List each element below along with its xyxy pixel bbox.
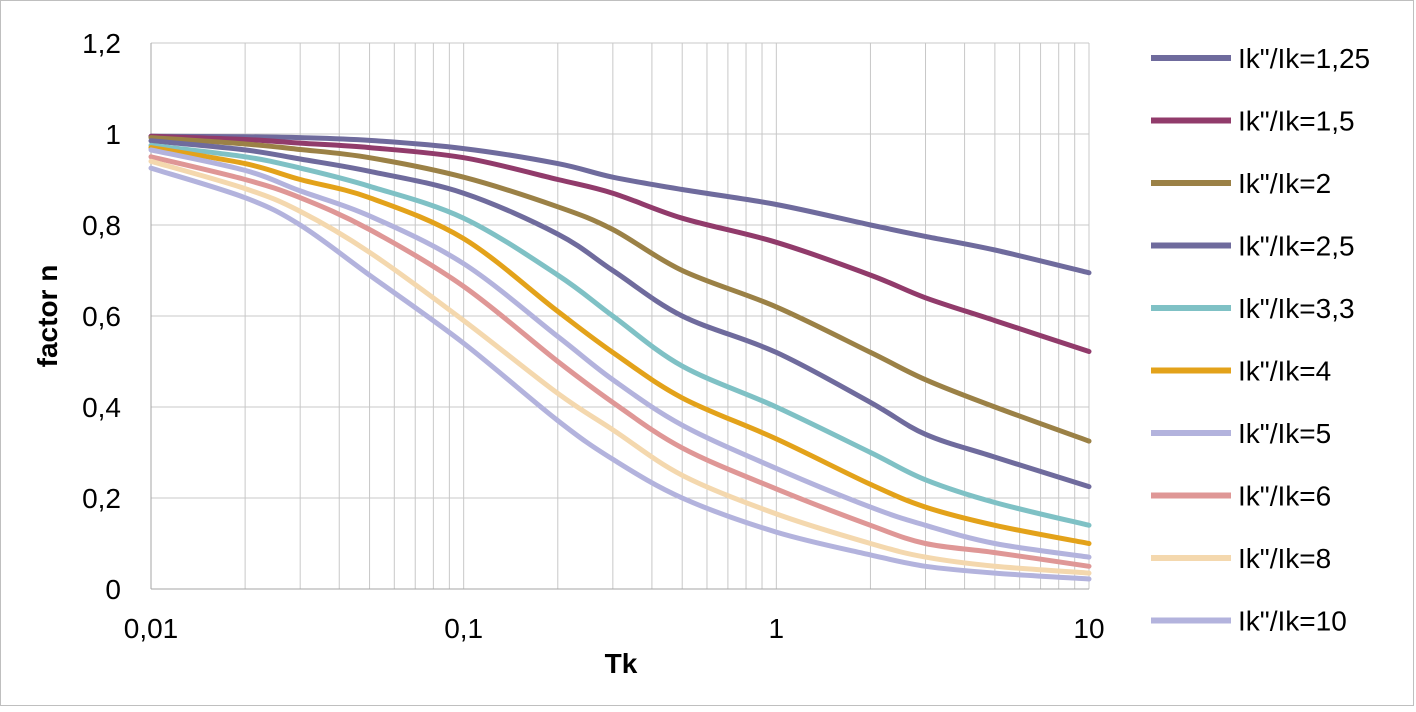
legend-label-9: Ik"/Ik=8 (1238, 543, 1331, 574)
y-tick-label: 0,8 (82, 210, 121, 241)
x-tick-label: 0,01 (124, 613, 179, 644)
y-tick-label: 0 (105, 574, 121, 605)
legend-label-1: Ik"/Ik=1,25 (1238, 43, 1370, 74)
y-axis-title: factor n (32, 265, 63, 368)
y-tick-label: 1,2 (82, 28, 121, 59)
series-line-8 (148, 154, 1092, 569)
series-line-9 (148, 158, 1092, 576)
x-tick-label: 10 (1073, 613, 1104, 644)
series-line-10 (148, 165, 1092, 582)
x-axis-title: Tk (605, 648, 638, 679)
legend: Ik"/Ik=1,25 Ik"/Ik=1,5 Ik"/Ik=2 Ik"/Ik=2,5 I… (1151, 43, 1370, 637)
legend-label-6: Ik"/Ik=4 (1238, 356, 1331, 387)
x-tick-label: 0,1 (444, 613, 483, 644)
y-tick-label: 1 (105, 119, 121, 150)
y-tick-label: 0,4 (82, 392, 121, 423)
series-line-1 (148, 133, 1092, 276)
legend-label-10: Ik"/Ik=10 (1238, 606, 1347, 637)
x-axis-ticks: 0,01 0,1 1 10 (124, 613, 1105, 644)
series-line-7 (148, 147, 1092, 560)
series-lines (148, 133, 1092, 582)
series-line-6 (148, 145, 1092, 546)
series-line-2 (148, 133, 1092, 354)
legend-label-5: Ik"/Ik=3,3 (1238, 293, 1355, 324)
legend-label-2: Ik"/Ik=1,5 (1238, 106, 1355, 137)
series-line-5 (148, 142, 1092, 528)
legend-label-4: Ik"/Ik=2,5 (1238, 231, 1355, 262)
y-tick-label: 0,6 (82, 301, 121, 332)
y-axis-ticks: 0 0,2 0,4 0,6 0,8 1 1,2 (82, 28, 121, 605)
series-line-4 (148, 138, 1092, 490)
series-line-3 (148, 135, 1092, 444)
grid-lines (150, 42, 1090, 590)
y-tick-label: 0,2 (82, 483, 121, 514)
legend-label-8: Ik"/Ik=6 (1238, 481, 1331, 512)
legend-label-3: Ik"/Ik=2 (1238, 168, 1331, 199)
x-tick-label: 1 (769, 613, 785, 644)
legend-label-7: Ik"/Ik=5 (1238, 418, 1331, 449)
